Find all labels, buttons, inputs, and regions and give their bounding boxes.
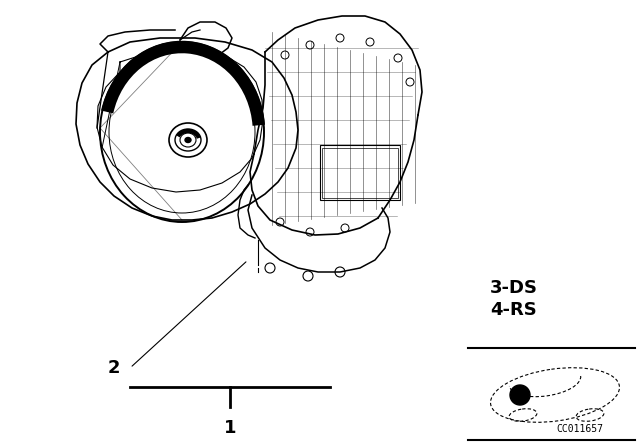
Text: 1: 1 xyxy=(224,419,236,437)
Ellipse shape xyxy=(185,138,191,142)
Text: 4-RS: 4-RS xyxy=(490,301,537,319)
Text: 3-DS: 3-DS xyxy=(490,279,538,297)
Text: CC011657: CC011657 xyxy=(557,424,604,434)
Circle shape xyxy=(510,385,530,405)
Text: 2: 2 xyxy=(108,359,120,377)
